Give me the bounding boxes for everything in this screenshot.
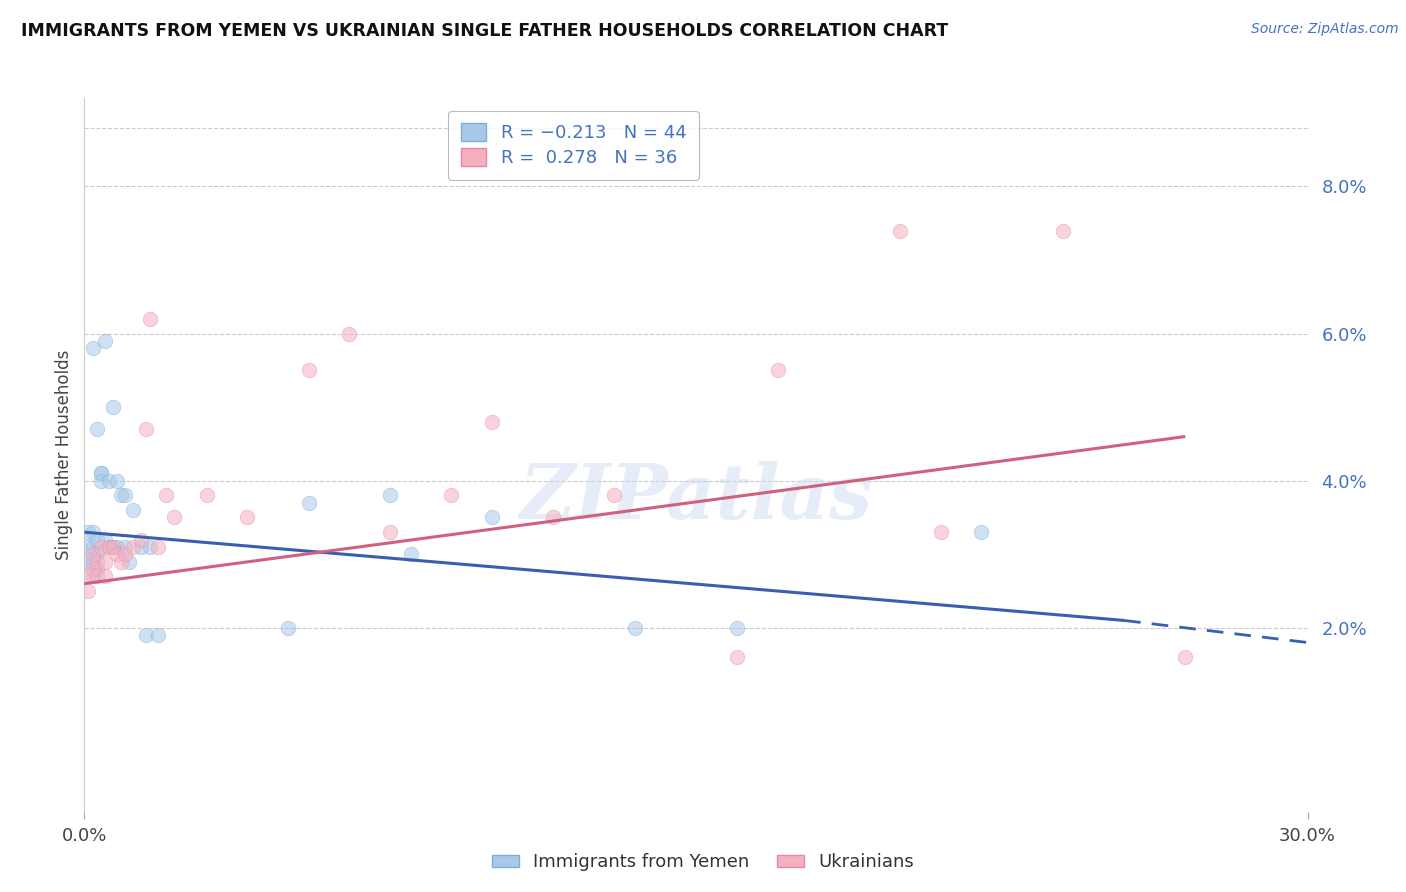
Point [82, 555, 104, 569]
Point [122, 540, 145, 554]
Point [86, 569, 108, 583]
Point [766, 363, 789, 377]
Point [77, 555, 100, 569]
Point [105, 474, 128, 488]
Point [380, 525, 402, 540]
Point [101, 400, 124, 414]
Point [82, 547, 104, 561]
Point [440, 488, 463, 502]
Point [725, 650, 748, 665]
Point [93, 533, 117, 547]
Point [77, 584, 100, 599]
Legend: Immigrants from Yemen, Ukrainians: Immigrants from Yemen, Ukrainians [485, 847, 921, 879]
Point [970, 525, 993, 540]
Point [97, 474, 120, 488]
Point [277, 621, 299, 635]
Point [93, 334, 117, 348]
Point [146, 628, 169, 642]
Point [131, 533, 153, 547]
Point [122, 503, 145, 517]
Point [624, 621, 647, 635]
Point [86, 555, 108, 569]
Point [90, 467, 112, 481]
Point [82, 562, 104, 576]
Point [101, 540, 124, 554]
Point [399, 547, 422, 561]
Text: ZIPatlas: ZIPatlas [519, 461, 873, 534]
Point [86, 562, 108, 576]
Point [380, 488, 402, 502]
Point [90, 540, 112, 554]
Point [93, 555, 117, 569]
Point [105, 540, 128, 554]
Point [77, 569, 100, 583]
Point [90, 467, 112, 481]
Point [105, 547, 128, 561]
Point [163, 510, 186, 524]
Point [138, 311, 160, 326]
Point [90, 474, 112, 488]
Point [298, 496, 321, 510]
Point [77, 525, 100, 540]
Point [138, 540, 160, 554]
Text: IMMIGRANTS FROM YEMEN VS UKRAINIAN SINGLE FATHER HOUSEHOLDS CORRELATION CHART: IMMIGRANTS FROM YEMEN VS UKRAINIAN SINGL… [21, 22, 948, 40]
Point [114, 488, 136, 502]
Point [135, 422, 157, 436]
Point [889, 223, 911, 237]
Point [86, 533, 108, 547]
Point [97, 540, 120, 554]
Y-axis label: Single Father Households: Single Father Households [55, 350, 73, 560]
Point [101, 540, 124, 554]
Point [146, 540, 169, 554]
Point [82, 569, 104, 583]
Point [114, 540, 136, 554]
Point [725, 621, 748, 635]
Point [77, 540, 100, 554]
Point [82, 341, 104, 355]
Point [114, 547, 136, 561]
Point [118, 555, 141, 569]
Point [155, 488, 177, 502]
Point [481, 510, 503, 524]
Point [1052, 223, 1074, 237]
Point [339, 326, 361, 341]
Point [236, 510, 259, 524]
Point [481, 415, 503, 429]
Point [929, 525, 952, 540]
Point [93, 569, 117, 583]
Point [135, 628, 157, 642]
Point [97, 540, 120, 554]
Point [195, 488, 218, 502]
Point [86, 547, 108, 561]
Point [110, 555, 132, 569]
Point [82, 525, 104, 540]
Point [131, 540, 153, 554]
Point [86, 422, 108, 436]
Point [1174, 650, 1197, 665]
Point [543, 510, 565, 524]
Point [82, 540, 104, 554]
Point [298, 363, 321, 377]
Point [603, 488, 626, 502]
Text: Source: ZipAtlas.com: Source: ZipAtlas.com [1251, 22, 1399, 37]
Point [110, 488, 132, 502]
Legend: R = −0.213   N = 44, R =  0.278   N = 36: R = −0.213 N = 44, R = 0.278 N = 36 [449, 111, 699, 180]
